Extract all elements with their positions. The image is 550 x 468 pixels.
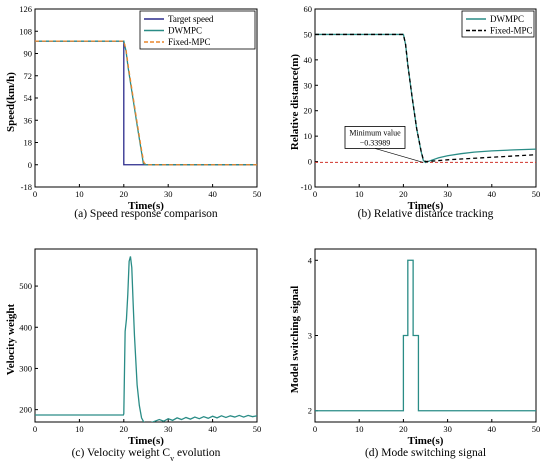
plot-frame [314,8,537,188]
legend-label: DWMPC [168,26,202,36]
y-tick-label: 108 [19,26,32,36]
series-line-0 [35,256,257,422]
y-tick-label: 4 [308,255,313,265]
y-tick-label: 300 [19,363,32,373]
chart-panel-0: 0 10 20 30 40 50-1801836547290108126Time(s)Sp… [5,4,261,220]
x-tick-label: 40 [488,424,497,434]
chart-panel-3: 0 10 20 30 40 50 2 3 4 Time(s) Model switching sig… [289,248,541,459]
y-tick-label: 200 [19,405,32,415]
chart-panel-2: 0 10 20 30 40 50 200 300 400 500 Time(s) Velocity w… [5,248,262,463]
y-tick-label: 0 [28,160,32,170]
x-axis-label: Time(s) [128,200,164,212]
y-tick-label: 60 [304,4,313,14]
y-axis-label: Velocity weight [5,303,17,375]
legend-label: DWMPC [490,14,524,24]
x-tick-label: 50 [532,424,541,434]
panel-caption: (d) Mode switching signal [365,447,486,459]
y-tick-label: 10 [304,131,313,141]
x-tick-label: 20 [399,424,408,434]
annotation-pointer [374,148,424,163]
x-tick-label: 40 [208,189,217,199]
y-tick-label: 2 [308,406,312,416]
x-tick-label: 10 [355,424,364,434]
x-tick-label: 0 [33,424,37,434]
y-tick-label: 54 [24,93,33,103]
panel-caption: (a) Speed response comparison [74,208,218,220]
plot-frame [314,248,537,423]
y-tick-label: -10 [301,182,312,192]
y-tick-label: 500 [19,281,32,291]
legend-label: Target speed [168,14,214,24]
y-axis-label: Speed(km/h) [5,72,17,132]
x-axis-label: Time(s) [408,435,444,447]
series-line-0 [315,259,536,412]
y-tick-label: 30 [304,80,313,90]
x-tick-label: 0 [313,189,317,199]
x-tick-label: 30 [443,189,452,199]
x-tick-label: 10 [75,424,84,434]
plot-frame [34,248,258,423]
y-axis-label: Model switching signal [289,286,301,394]
series-line-dwmpc [35,40,257,166]
x-tick-label: 30 [164,424,173,434]
series-line-target-speed [35,40,257,166]
y-tick-label: 50 [304,29,313,39]
x-tick-label: 0 [33,189,37,199]
x-tick-label: 10 [355,189,364,199]
y-tick-label: 400 [19,322,32,332]
x-tick-label: 50 [532,189,541,199]
annotation-label: Minimum value [349,128,401,137]
y-tick-label: 20 [304,106,313,116]
y-tick-label: -18 [21,182,32,192]
x-tick-label: 50 [253,189,262,199]
x-tick-label: 50 [253,424,262,434]
panel-caption: (c) Velocity weight Cv evolution [72,447,221,463]
x-tick-label: 0 [313,424,317,434]
y-tick-label: 90 [24,49,33,59]
y-axis-label: Relative distance(m) [289,54,301,151]
y-tick-label: 126 [19,4,32,14]
x-axis-label: Time(s) [128,435,164,447]
y-tick-label: 3 [308,331,312,341]
x-axis-label: Time(s) [408,200,444,212]
y-tick-label: 72 [24,71,33,81]
y-tick-label: 40 [304,55,313,65]
chart-panel-1: 0 10 20 30 40 50-100102030405060Time(s)Relati… [289,4,540,220]
legend-label: Fixed-MPC [168,37,211,47]
y-tick-label: 36 [24,115,33,125]
legend-box [461,10,535,38]
x-tick-label: 30 [164,189,173,199]
series-line-fixed-mpc [315,33,536,163]
x-tick-label: 40 [488,189,497,199]
x-tick-label: 10 [75,189,84,199]
x-tick-label: 20 [120,189,129,199]
panel-caption: (b) Relative distance tracking [358,208,494,220]
legend-label: Fixed-MPC [490,26,533,36]
x-tick-label: 20 [120,424,129,434]
x-tick-label: 40 [208,424,217,434]
y-tick-label: 0 [308,157,312,167]
series-line-fixed-mpc [35,40,257,166]
x-tick-label: 30 [443,424,452,434]
x-tick-label: 20 [399,189,408,199]
annotation-value: −0.33989 [360,138,391,147]
y-tick-label: 18 [24,138,33,148]
